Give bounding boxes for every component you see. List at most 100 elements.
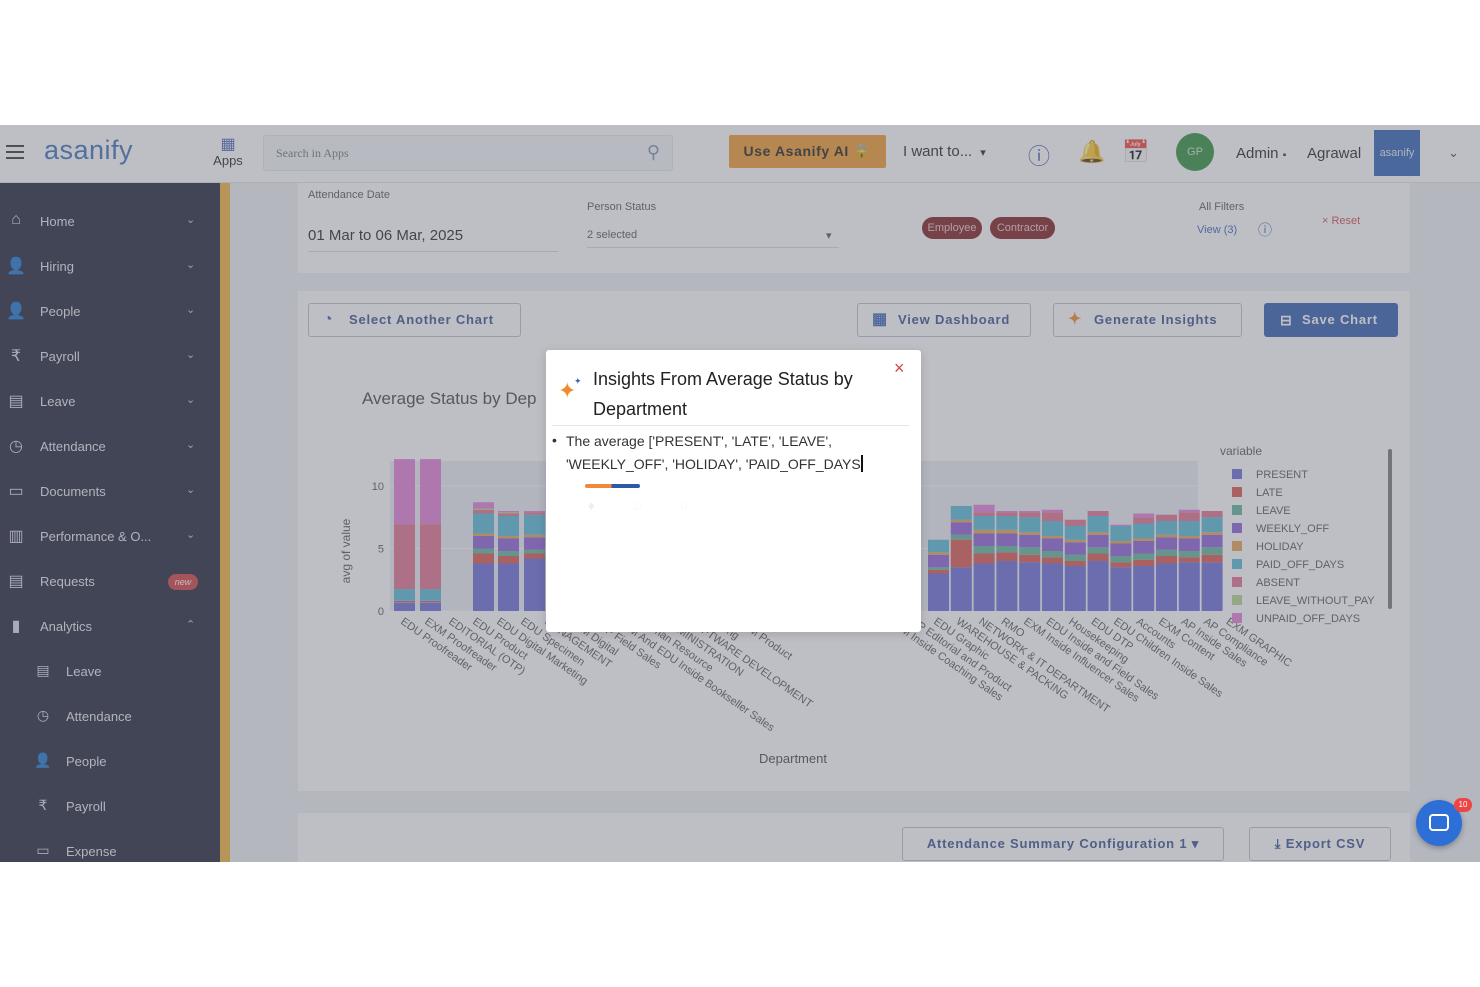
bar-segment[interactable]: [1042, 509, 1063, 513]
bar-segment[interactable]: [1110, 543, 1132, 557]
sidebar-item-attendance[interactable]: ◷ Attendance ⌄: [0, 424, 220, 468]
bar-segment[interactable]: [1133, 513, 1155, 518]
bar-segment[interactable]: [524, 512, 545, 515]
help-icon[interactable]: ⓘ: [1258, 222, 1272, 238]
bar-segment[interactable]: [473, 533, 494, 537]
bar-segment[interactable]: [1156, 549, 1177, 556]
bar-segment[interactable]: [1087, 553, 1109, 562]
bar-segment[interactable]: [473, 513, 494, 534]
bar-segment[interactable]: [1064, 554, 1086, 561]
bar-segment[interactable]: [1042, 521, 1063, 536]
bar-segment[interactable]: [996, 512, 1018, 516]
bar-segment[interactable]: [420, 524, 441, 590]
sidebar-subitem-people[interactable]: 👤 People: [0, 739, 220, 783]
bar-segment[interactable]: [473, 502, 494, 509]
bar-segment[interactable]: [394, 524, 415, 590]
bar-segment[interactable]: [1042, 557, 1063, 564]
bar-segment[interactable]: [1110, 524, 1132, 526]
bar-segment[interactable]: [928, 567, 949, 570]
bar-segment[interactable]: [950, 534, 972, 540]
bar-segment[interactable]: [420, 600, 441, 601]
bar-segment[interactable]: [973, 504, 995, 513]
legend-entry[interactable]: LATE: [1256, 487, 1283, 499]
help-icon[interactable]: ⓘ: [1028, 144, 1051, 169]
bar-segment[interactable]: [1042, 536, 1063, 539]
bar-segment[interactable]: [1178, 509, 1200, 513]
bar-segment[interactable]: [1019, 534, 1041, 548]
bar-segment[interactable]: [950, 522, 972, 535]
bar-segment[interactable]: [498, 513, 519, 517]
bar-segment[interactable]: [1019, 532, 1041, 535]
bar-segment[interactable]: [1201, 562, 1223, 611]
bar-segment[interactable]: [928, 554, 949, 568]
bar-segment[interactable]: [1110, 526, 1132, 541]
bar-segment[interactable]: [498, 551, 519, 556]
bar-segment[interactable]: [473, 548, 494, 554]
bar-segment[interactable]: [1133, 538, 1155, 542]
sidebar-item-requests[interactable]: ▤ Requests new: [0, 559, 220, 603]
bell-icon[interactable]: 🔔: [1078, 139, 1106, 164]
use-asanify-ai-button[interactable]: Use Asanify AI 🔒: [729, 135, 886, 168]
bar-segment[interactable]: [1019, 517, 1041, 533]
bar-segment[interactable]: [1156, 563, 1177, 612]
bar-segment[interactable]: [420, 603, 441, 612]
sidebar-subitem-payroll[interactable]: ₹ Payroll: [0, 784, 220, 828]
search-icon[interactable]: ⚲: [646, 142, 660, 162]
bar-segment[interactable]: [1064, 539, 1086, 543]
bar-segment[interactable]: [1201, 511, 1223, 518]
bar-segment[interactable]: [1110, 562, 1132, 568]
i-want-to-dropdown[interactable]: I want to... ▾: [903, 143, 986, 160]
bar-segment[interactable]: [1201, 547, 1223, 555]
bar-segment[interactable]: [1133, 566, 1155, 611]
sidebar-item-people[interactable]: 👤 People ⌄: [0, 289, 220, 333]
bar-segment[interactable]: [950, 506, 972, 520]
attendance-date-field[interactable]: 01 Mar to 06 Mar, 2025: [308, 227, 464, 244]
hamburger-menu-icon[interactable]: [6, 145, 24, 159]
bar-segment[interactable]: [1201, 554, 1223, 563]
bar-segment[interactable]: [996, 546, 1018, 553]
bar-segment[interactable]: [1156, 514, 1177, 521]
company-brand-logo[interactable]: asanify: [1374, 130, 1420, 176]
bar-segment[interactable]: [1042, 563, 1063, 612]
attendance-summary-config-dropdown[interactable]: Attendance Summary Configuration 1 ▾: [902, 827, 1224, 861]
bar-segment[interactable]: [1087, 534, 1109, 548]
bar-segment[interactable]: [1133, 523, 1155, 539]
bar-segment[interactable]: [950, 519, 972, 523]
export-csv-button[interactable]: ⤓ Export CSV: [1249, 827, 1391, 861]
bar-segment[interactable]: [1133, 559, 1155, 566]
bar-segment[interactable]: [1178, 551, 1200, 558]
bar-segment[interactable]: [420, 459, 441, 525]
chip-contractor[interactable]: Contractor: [990, 217, 1055, 239]
bar-segment[interactable]: [1110, 556, 1132, 563]
legend-entry[interactable]: ABSENT: [1256, 577, 1300, 589]
bar-segment[interactable]: [1178, 557, 1200, 563]
sidebar-item-hiring[interactable]: 👤 Hiring ⌄: [0, 244, 220, 288]
bar-segment[interactable]: [524, 534, 545, 538]
chat-support-button[interactable]: 10: [1416, 798, 1472, 846]
chevron-down-icon[interactable]: ▾: [826, 230, 832, 242]
bar-segment[interactable]: [1064, 542, 1086, 555]
legend-scrollbar[interactable]: [1388, 449, 1392, 609]
chevron-down-icon[interactable]: ⌄: [1448, 145, 1459, 160]
bar-segment[interactable]: [1156, 534, 1177, 538]
legend-entry[interactable]: PAID_OFF_DAYS: [1256, 559, 1344, 571]
bar-segment[interactable]: [1019, 511, 1041, 513]
bar-segment[interactable]: [973, 546, 995, 554]
bar-segment[interactable]: [498, 563, 519, 612]
bar-segment[interactable]: [524, 558, 545, 612]
bar-segment[interactable]: [1019, 562, 1041, 611]
bar-segment[interactable]: [524, 549, 545, 554]
asanify-logo[interactable]: asanify: [44, 135, 134, 165]
bar-segment[interactable]: [1064, 519, 1086, 526]
bar-segment[interactable]: [498, 556, 519, 564]
bar-segment[interactable]: [950, 567, 972, 611]
sidebar-item-documents[interactable]: ▭ Documents ⌄: [0, 469, 220, 513]
bar-segment[interactable]: [1133, 553, 1155, 560]
sidebar-item-analytics[interactable]: ▮ Analytics ⌃: [0, 604, 220, 648]
share-icon[interactable]: ◌: [680, 498, 688, 513]
bar-segment[interactable]: [1110, 567, 1132, 611]
bar-segment[interactable]: [524, 553, 545, 559]
bar-segment[interactable]: [473, 509, 494, 514]
bar-segment[interactable]: [498, 512, 519, 514]
bar-segment[interactable]: [394, 603, 415, 612]
